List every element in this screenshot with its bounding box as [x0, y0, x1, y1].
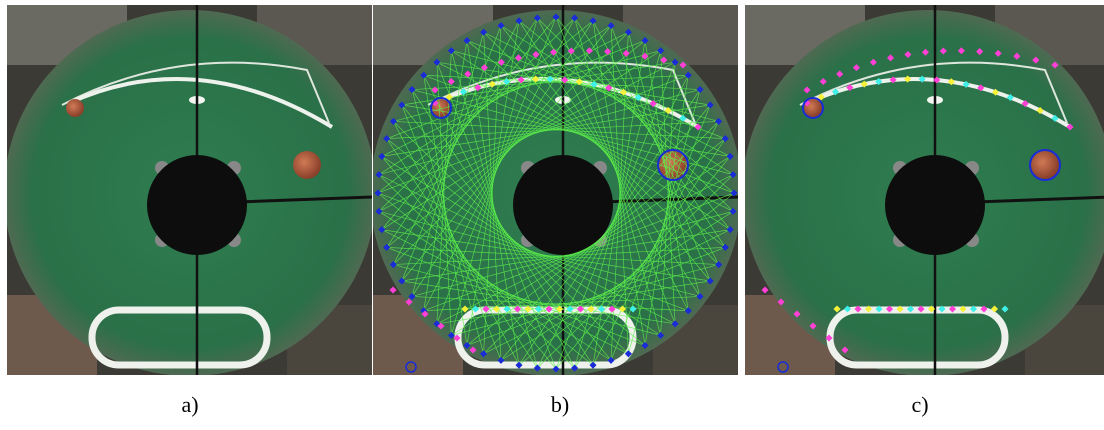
panel-a: [4, 5, 376, 376]
panel-c: [742, 5, 1104, 376]
panel-label: a): [181, 392, 198, 417]
robot-mask: [518, 160, 608, 250]
figure: a) b) c): [0, 0, 1104, 430]
panel-label: b): [551, 392, 569, 417]
camera-image: [742, 5, 1104, 376]
panel-b: [370, 5, 742, 376]
camera-image: [4, 5, 376, 376]
panel-label: c): [911, 392, 928, 417]
